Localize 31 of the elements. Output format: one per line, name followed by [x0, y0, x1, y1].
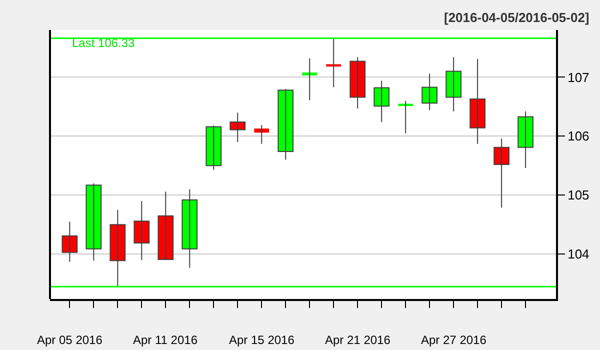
x-tick-label: Apr 11 2016 — [133, 333, 198, 347]
x-tick-label: Apr 15 2016 — [229, 333, 295, 347]
y-tick-label: 104 — [568, 246, 590, 262]
candlestick — [374, 80, 390, 123]
candlestick — [302, 58, 318, 101]
y-tick-label: 107 — [568, 70, 590, 85]
x-tick-label: Apr 27 2016 — [421, 333, 487, 347]
candlestick — [422, 73, 438, 111]
candlestick — [254, 124, 270, 144]
candlestick — [470, 58, 486, 144]
y-tick-label: 105 — [568, 188, 590, 203]
candlestick — [446, 56, 462, 112]
x-tick-label: Apr 21 2016 — [325, 333, 391, 347]
candlestick — [494, 138, 510, 208]
x-tick-label: Apr 05 2016 — [37, 333, 103, 347]
candlestick — [62, 221, 78, 262]
candlestick — [518, 110, 534, 169]
candlestick — [182, 188, 198, 268]
candlestick — [398, 100, 414, 134]
candlestick — [206, 125, 222, 170]
candlestick — [350, 56, 366, 109]
chart-title: [2016-04-05/2016-05-02] — [444, 10, 590, 25]
y-tick-label: 106 — [568, 128, 590, 144]
annotation: Last 106.33 — [72, 36, 136, 50]
candlestick — [158, 191, 174, 260]
candlestick — [134, 200, 150, 261]
candlestick — [326, 38, 342, 88]
candlestick — [110, 209, 126, 288]
candlestick — [278, 88, 294, 160]
candlestick — [230, 112, 246, 143]
candlestick — [86, 182, 102, 262]
